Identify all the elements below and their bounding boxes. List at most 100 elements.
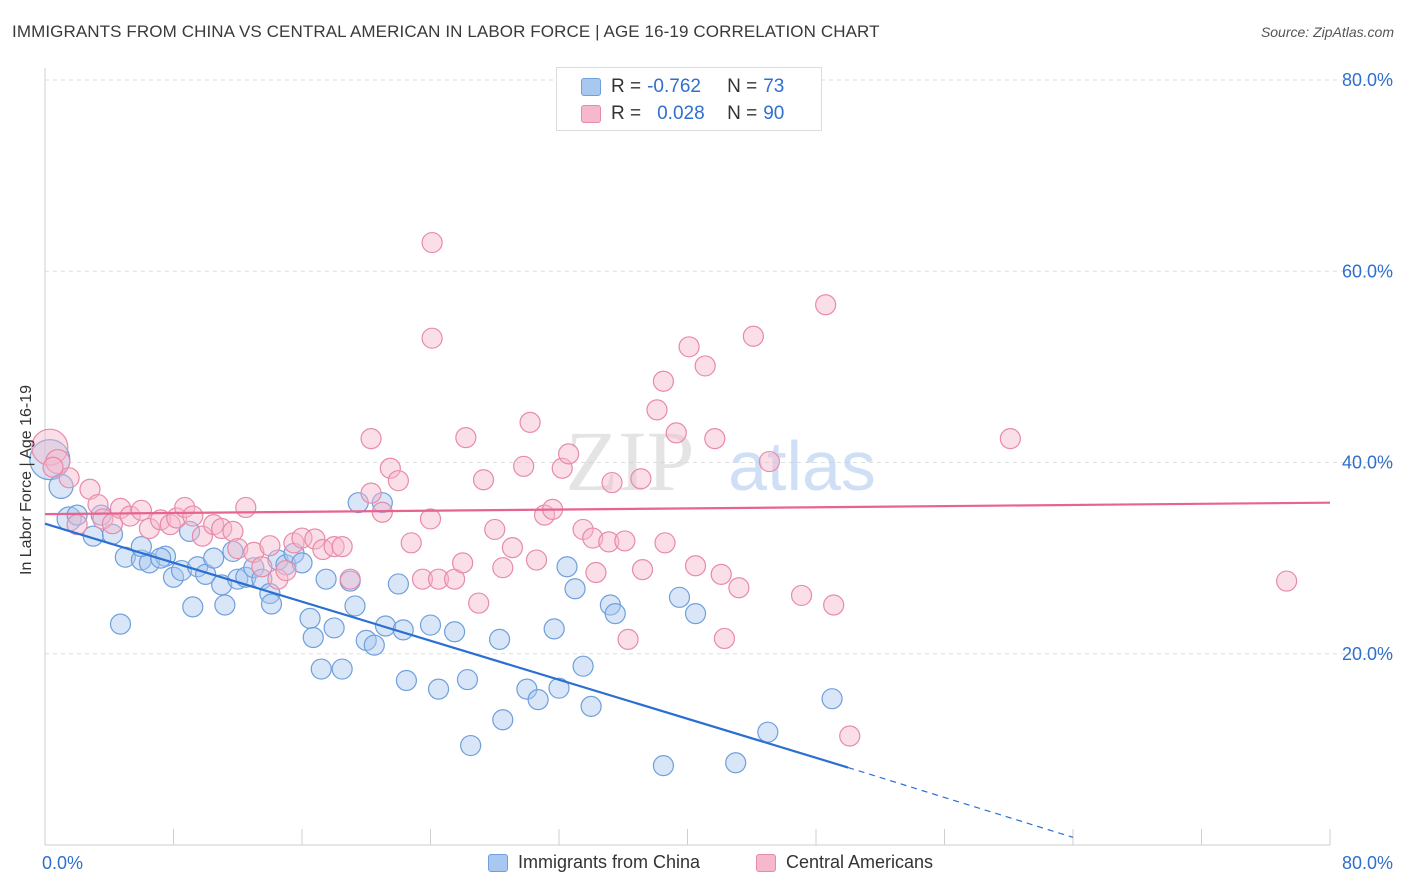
central-american-point [275,559,297,582]
central-american-point [558,443,580,465]
china-point [456,668,479,691]
central-american-point [452,552,474,574]
central-american-trend-line [44,501,1331,516]
central-american-point [678,336,700,358]
central-american-point [713,627,736,650]
china-point [460,734,482,757]
central-american-point [138,517,161,540]
r-label: R = [611,76,642,97]
watermark: ZIP atlas [566,413,876,509]
central-american-point [227,537,249,560]
china-point [757,721,779,743]
central-american-point [222,520,244,542]
china-point [260,593,283,615]
y-tick-label: 80.0% [1342,70,1393,90]
china-point [395,669,418,692]
central-american-point [617,628,639,651]
central-american-point [758,450,781,473]
central-american-point [339,568,361,590]
china-point [580,695,602,717]
central-american-point [259,535,281,557]
central-american-point [492,557,514,579]
china-point [652,755,675,777]
central-american-point [519,411,541,433]
central-american-point [323,536,345,558]
china-point [604,602,626,625]
central-american-point [631,558,654,581]
china-point [109,613,132,635]
central-american-point [360,482,382,504]
chart-source: Source: ZipAtlas.com [1260,24,1394,40]
central-american-point [182,505,204,527]
central-american-point [601,471,623,494]
central-american-point [815,294,837,316]
central-american-point [468,592,490,614]
central-american-point [45,448,71,475]
central-american-point [484,518,506,541]
china-point [310,658,332,680]
legend-item-central-american[interactable]: Central Americans [756,852,933,873]
series-central-american-points [31,231,1298,747]
y-tick-label: 40.0% [1342,453,1393,473]
axes [44,68,1331,846]
trend-lines [44,501,1331,838]
china-point [419,614,442,636]
central-american-point [630,468,652,490]
central-american-point [421,327,443,349]
central-american-point [150,509,172,531]
central-american-point [251,556,273,578]
watermark-zip: ZIP [566,413,695,509]
watermark-atlas: atlas [728,427,876,505]
china-point [387,573,409,595]
r-label: R = [611,103,642,124]
y-tick-label: 20.0% [1342,644,1393,664]
china-point [344,595,366,617]
china-point [323,617,345,639]
central-american-point [513,455,535,477]
china-trend-line [44,522,849,769]
central-american-point [427,568,450,590]
china-point [363,634,385,656]
china-trend-extension [847,766,1074,838]
legend-swatch-china [581,78,601,96]
china-point [543,618,565,640]
legend-label-central-american: Central Americans [786,852,934,872]
china-point [821,688,843,710]
central-american-point [501,537,524,559]
central-american-point [304,528,326,550]
china-point [725,752,747,774]
china-point [443,621,466,643]
central-american-point [387,470,409,492]
central-american-point [331,536,353,558]
china-point [668,586,691,608]
central-american-point [665,422,687,444]
central-american-point [31,428,69,466]
china-point [182,596,204,618]
central-american-point [652,370,675,392]
china-point [492,709,514,731]
x-tick-label: 80.0% [1342,853,1393,873]
china-point [548,677,570,699]
central-american-point [1276,570,1298,592]
r-value: -0.762 [647,76,701,97]
central-american-point [585,561,607,584]
n-label: N = [727,76,758,97]
r-value: 0.028 [657,103,705,124]
central-american-point [130,499,152,521]
central-american-point [839,725,861,747]
y-axis-title: In Labor Force | Age 16-19 [18,384,35,575]
china-point [556,556,578,578]
central-american-point [694,355,716,377]
legend-item-china[interactable]: Immigrants from China [488,852,700,873]
central-american-point [472,469,495,491]
central-american-point [360,427,382,450]
central-american-point [790,584,813,607]
china-point [214,594,236,616]
legend-swatch-central-american [581,105,601,123]
central-american-point [235,496,257,519]
china-point [684,602,707,625]
correlation-legend: R = -0.762 N = 73 R = 0.028 N = 90 [556,67,822,131]
central-american-point [710,563,732,585]
china-point [527,689,549,711]
